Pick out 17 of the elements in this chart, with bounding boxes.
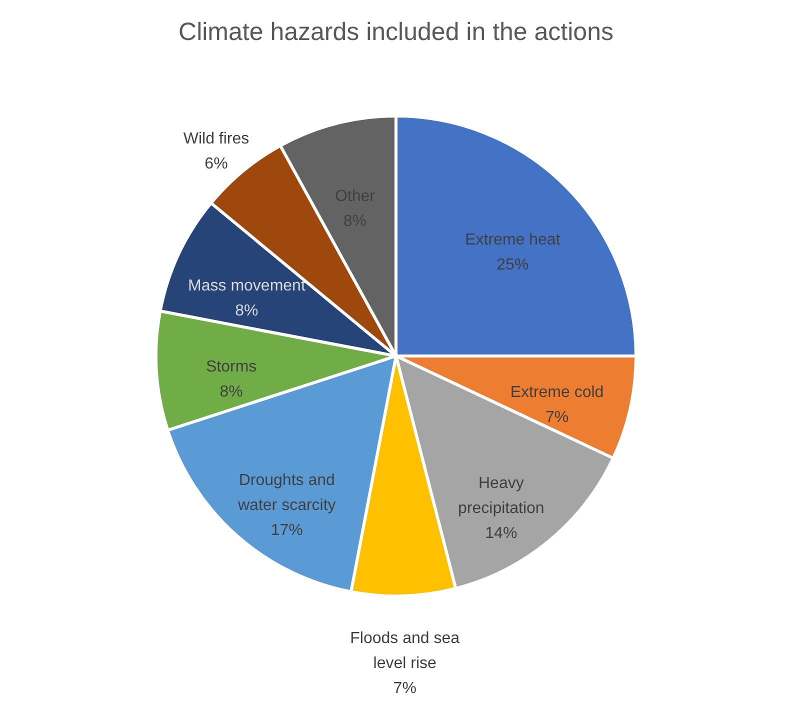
slice-label: Droughts and water scarcity: [236, 472, 336, 514]
slice-label: Extreme cold: [510, 384, 604, 401]
data-label: 6%: [204, 156, 228, 173]
data-label: 7%: [545, 408, 569, 426]
slice-label: Mass movement: [188, 278, 306, 295]
slice-label: Wild fires: [183, 130, 250, 148]
data-label: 17%: [270, 522, 303, 539]
slice-label: Extreme heat: [465, 231, 561, 248]
data-label: 8%: [220, 383, 243, 400]
data-label: 7%: [393, 680, 416, 697]
data-label: 14%: [485, 525, 518, 542]
slice-label: Floods and sea level rise: [350, 630, 460, 672]
slice-label: Storms: [206, 358, 257, 376]
chart-title: Climate hazards included in the actions: [178, 18, 614, 46]
slice-label: Heavy precipitation: [458, 475, 544, 518]
data-label: 8%: [235, 302, 258, 320]
data-label: 25%: [496, 256, 529, 274]
